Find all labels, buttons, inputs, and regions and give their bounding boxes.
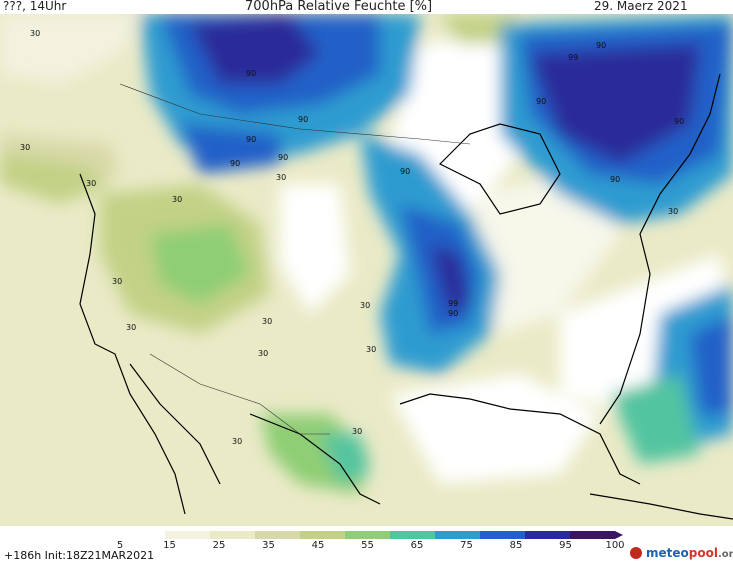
contour-label: 90 [536, 97, 546, 106]
borders [119, 83, 471, 435]
contour-label: 90 [400, 167, 410, 176]
colorbar-tick-label: 65 [410, 540, 424, 551]
colorbar-segment [300, 531, 345, 539]
contour-label: 30 [360, 301, 370, 310]
colorbar-segment [165, 531, 210, 539]
contour-label: 30 [30, 29, 40, 38]
colorbar-segment [255, 531, 300, 539]
contour-label: 30 [20, 143, 30, 152]
colorbar-tick-label: 95 [559, 540, 572, 551]
colorbar-tick-label: 55 [361, 540, 374, 551]
colorbar-segment [120, 531, 165, 539]
colorbar-segment [345, 531, 390, 539]
colorbar-tick-label: 15 [163, 540, 176, 551]
run-time-label: ???, 14Uhr [3, 0, 67, 13]
humidity-map: 30 30 30 30 30 30 30 30 30 30 30 30 30 3… [0, 14, 733, 526]
forecast-run-label: +186h Init:18Z21MAR2021 [4, 549, 155, 562]
colorbar-tick-label: 45 [311, 540, 325, 551]
colorbar-segment [435, 531, 480, 539]
contour-label: 30 [352, 427, 362, 436]
colorbar-segment [390, 531, 435, 539]
colorbar-min-arrow [112, 531, 120, 539]
brand-text-a: meteo [646, 546, 689, 560]
contour-label: 30 [258, 349, 268, 358]
brand-logo[interactable]: meteopool.org [632, 546, 733, 560]
humidity-field [0, 14, 733, 494]
map-title: 700hPa Relative Feuchte [%] [245, 0, 433, 14]
colorbar-tick-label: 5 [116, 540, 124, 551]
colorbar-ticks: 5 15 25 35 45 55 65 75 85 95 100 [116, 540, 625, 552]
contour-label: 90 [278, 153, 288, 162]
contour-label: 90 [596, 41, 606, 50]
contour-label: 99 [448, 299, 458, 308]
contour-label: 90 [246, 135, 256, 144]
contour-label: 99 [568, 53, 578, 62]
colorbar [120, 531, 615, 539]
colorbar-tick-label: 100 [605, 540, 625, 551]
colorbar-tick-label: 35 [262, 540, 275, 551]
contour-label: 90 [610, 175, 620, 184]
contour-label: 90 [246, 69, 256, 78]
colorbar-segment [210, 531, 255, 539]
contour-label: 30 [262, 317, 272, 326]
valid-date: 29. Maerz 2021 [594, 0, 688, 13]
contour-label: 90 [448, 309, 458, 318]
contour-label: 30 [172, 195, 182, 204]
meteopool-logo-icon [630, 547, 642, 559]
colorbar-segment [480, 531, 525, 539]
contour-label: 30 [86, 179, 96, 188]
contour-label: 90 [674, 117, 684, 126]
contour-label: 30 [276, 173, 286, 182]
brand-text-c: .org [717, 549, 733, 560]
header-bar: ???, 14Uhr 700hPa Relative Feuchte [%] 2… [0, 0, 733, 14]
contour-label: 30 [112, 277, 122, 286]
contour-label: 30 [232, 437, 242, 446]
colorbar-tick-label: 85 [509, 540, 523, 551]
contour-label: 30 [366, 345, 376, 354]
colorbar-tick-label: 75 [460, 540, 473, 551]
brand-text-b: pool [688, 546, 718, 560]
contour-label: 90 [230, 159, 240, 168]
colorbar-segment [570, 531, 615, 539]
colorbar-tick-label: 25 [212, 540, 226, 551]
contour-label: 30 [126, 323, 136, 332]
contour-labels: 30 30 30 30 30 30 30 30 30 30 30 30 30 3… [20, 29, 684, 446]
coastlines [79, 73, 733, 520]
contour-label: 30 [668, 207, 678, 216]
colorbar-segment [525, 531, 570, 539]
colorbar-max-arrow [615, 531, 623, 539]
contour-label: 90 [298, 115, 308, 124]
